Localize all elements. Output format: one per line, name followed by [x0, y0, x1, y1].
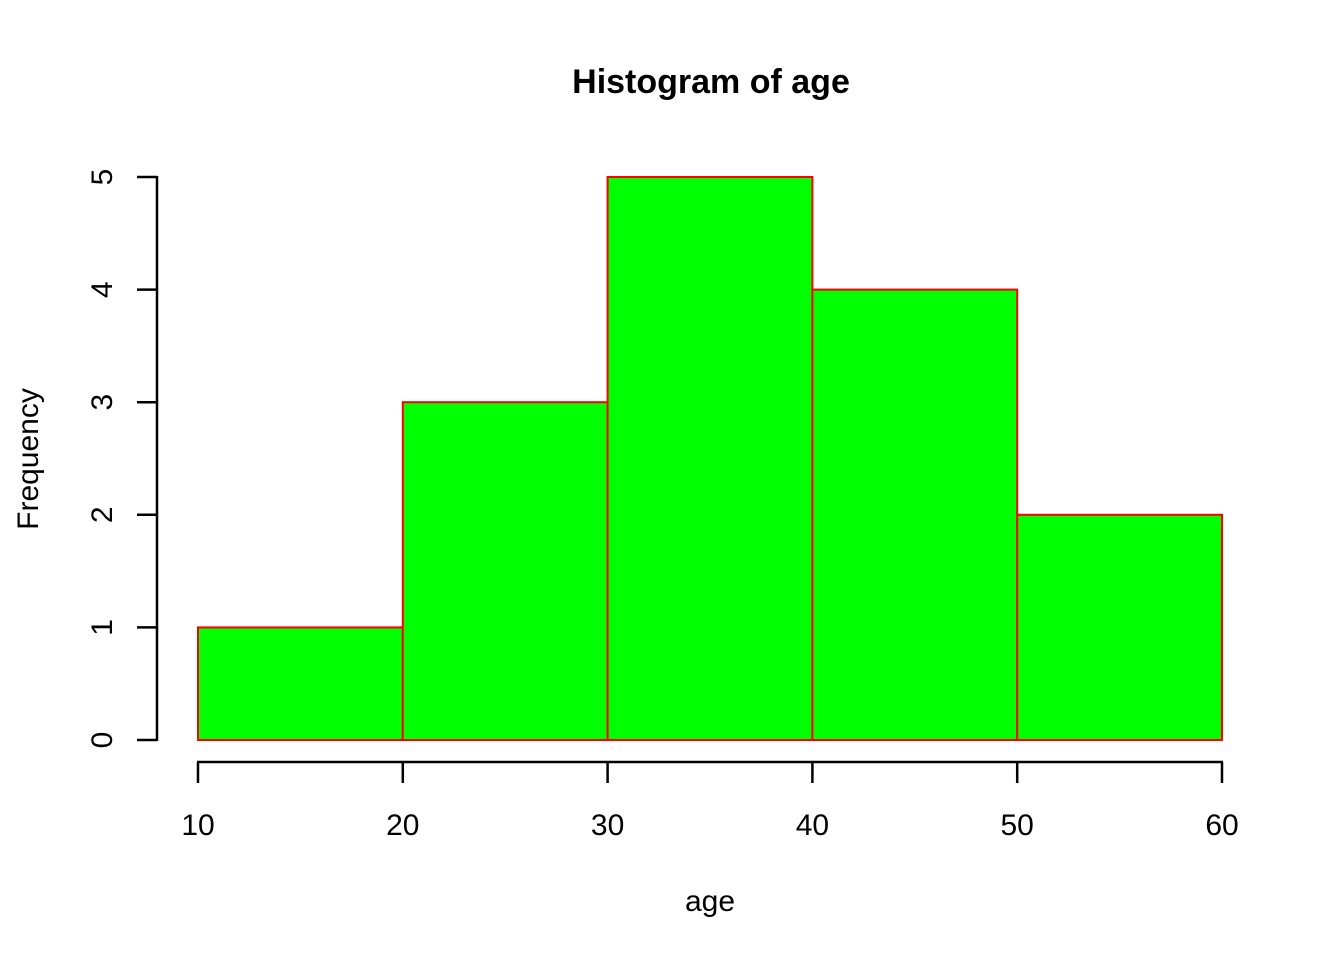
x-tick-label: 10	[181, 809, 214, 842]
x-tick-label: 50	[1001, 809, 1034, 842]
histogram-bar	[1016, 513, 1224, 741]
histogram-bar	[811, 288, 1019, 741]
bars-group	[197, 176, 1224, 742]
histogram-bar	[606, 176, 814, 741]
y-tick-label: 1	[86, 619, 119, 636]
x-tick-label: 30	[591, 809, 624, 842]
x-tick-label: 60	[1205, 809, 1238, 842]
y-axis: 0 1 2 3 4 5	[86, 169, 159, 749]
y-tick-label: 2	[86, 506, 119, 523]
x-tick-label: 40	[796, 809, 829, 842]
histogram-bar	[401, 401, 609, 741]
histogram-bar	[197, 626, 404, 742]
chart-title: Histogram of age	[572, 63, 850, 101]
y-tick-label: 0	[86, 732, 119, 749]
x-axis-title: age	[685, 885, 735, 918]
x-tick-label: 20	[386, 809, 419, 842]
y-axis-title: Frequency	[12, 388, 45, 530]
x-axis: 10 20 30 40 50 60	[181, 760, 1239, 842]
y-tick-label: 3	[86, 394, 119, 411]
y-tick-label: 5	[86, 169, 119, 186]
y-tick-label: 4	[86, 281, 119, 298]
